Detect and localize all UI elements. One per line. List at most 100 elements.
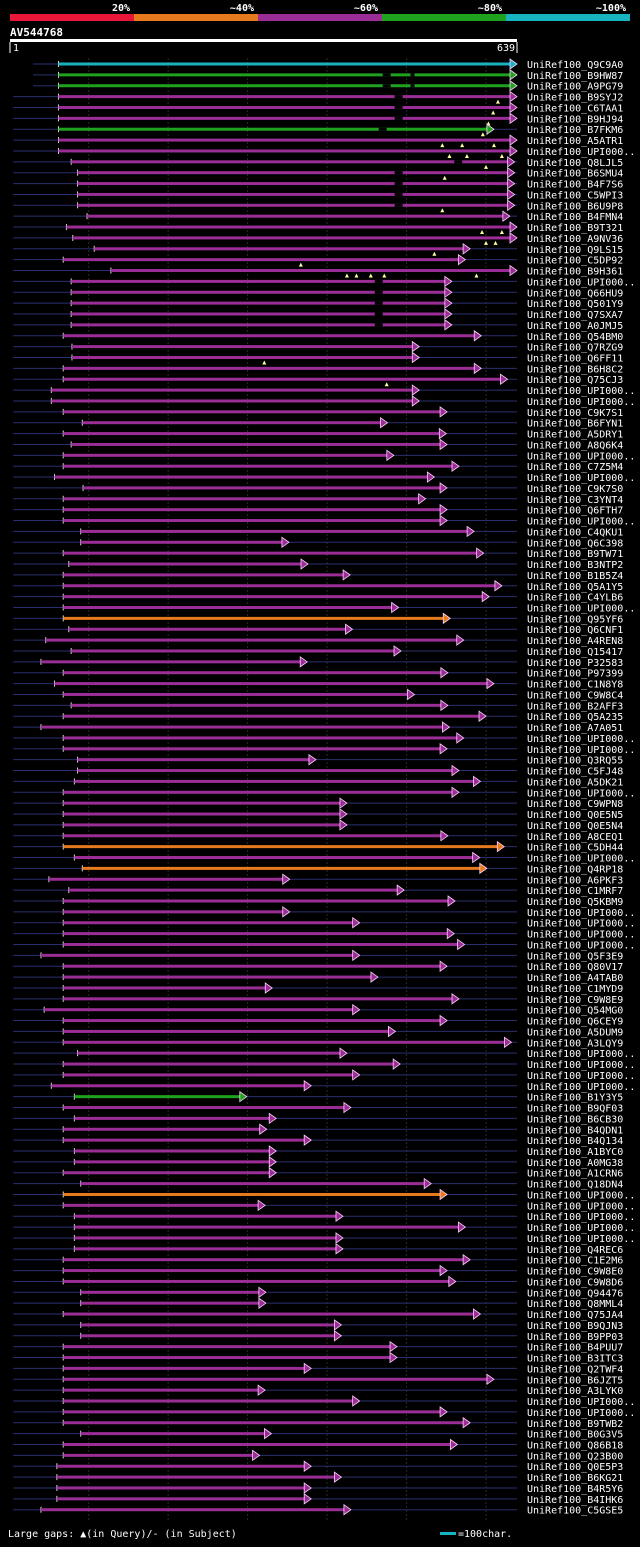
- hit-label[interactable]: UniRef100_Q5F3E9: [527, 951, 623, 962]
- hit-row[interactable]: UniRef100_C1MYD9: [13, 982, 623, 995]
- hit-row[interactable]: UniRef100_B4Q134: [13, 1134, 623, 1147]
- hit-row[interactable]: UniRef100_Q75CJ3: [13, 373, 623, 387]
- hit-row[interactable]: UniRef100_B9PP03: [13, 1330, 623, 1343]
- hit-label[interactable]: UniRef100_Q15417: [527, 647, 623, 658]
- hit-label[interactable]: UniRef100_C5FJ48: [527, 767, 623, 778]
- hit-label[interactable]: UniRef100_B9PP03: [527, 1332, 623, 1343]
- hit-label[interactable]: UniRef100_Q3RQ55: [527, 756, 623, 767]
- hit-label[interactable]: UniRef100_Q7RZG9: [527, 343, 623, 354]
- hit-label[interactable]: UniRef100_B9QF03: [527, 1104, 623, 1115]
- hit-row[interactable]: UniRef100_B3NTP2: [13, 558, 623, 571]
- hit-label[interactable]: UniRef100_C5DH44: [527, 843, 623, 854]
- hit-row[interactable]: UniRef100_C9W8D6: [13, 1275, 623, 1288]
- hit-row[interactable]: UniRef100_UPI000..: [13, 395, 635, 408]
- hit-label[interactable]: UniRef100_C1N8Y8: [527, 680, 623, 691]
- hit-row[interactable]: UniRef100_UPI000..: [13, 1406, 635, 1419]
- hit-row[interactable]: UniRef100_Q5A235: [13, 710, 623, 723]
- hit-label[interactable]: UniRef100_B7FKM6: [527, 125, 623, 136]
- hit-label[interactable]: UniRef100_UPI000..: [527, 1049, 635, 1060]
- hit-label[interactable]: UniRef100_Q5A235: [527, 712, 623, 723]
- hit-row[interactable]: UniRef100_Q0E5P3: [13, 1460, 623, 1473]
- hit-label[interactable]: UniRef100_UPI000..: [527, 473, 635, 484]
- hit-row[interactable]: UniRef100_UPI000..: [13, 471, 635, 484]
- hit-label[interactable]: UniRef100_B3NTP2: [527, 560, 623, 571]
- hit-row[interactable]: UniRef100_P32583: [13, 656, 623, 669]
- hit-row[interactable]: UniRef100_B6SMU4: [13, 166, 623, 180]
- hit-row[interactable]: UniRef100_B4F7S6: [13, 177, 623, 191]
- hit-row[interactable]: UniRef100_UPI000..: [13, 145, 635, 158]
- hit-row[interactable]: UniRef100_B9T321: [13, 221, 623, 235]
- hit-row[interactable]: UniRef100_UPI000..: [13, 851, 635, 865]
- hit-label[interactable]: UniRef100_Q75JA4: [527, 1310, 623, 1321]
- hit-row[interactable]: UniRef100_A6PKF3: [13, 873, 623, 886]
- hit-row[interactable]: UniRef100_B1B5Z4: [13, 569, 623, 582]
- hit-label[interactable]: UniRef100_Q54BM0: [527, 332, 623, 343]
- hit-row[interactable]: UniRef100_C9K7S0: [13, 482, 623, 495]
- hit-label[interactable]: UniRef100_UPI000..: [527, 604, 635, 615]
- hit-row[interactable]: UniRef100_Q6CEY9: [13, 1014, 623, 1028]
- hit-row[interactable]: UniRef100_Q18DN4: [13, 1177, 623, 1191]
- hit-row[interactable]: UniRef100_A8CEQ1: [13, 829, 623, 843]
- hit-label[interactable]: UniRef100_A0MG38: [527, 1158, 623, 1169]
- hit-label[interactable]: UniRef100_Q94476: [527, 1288, 623, 1299]
- hit-row[interactable]: UniRef100_B4FMN4: [13, 210, 623, 223]
- hit-label[interactable]: UniRef100_A1BYC0: [527, 1147, 623, 1158]
- hit-label[interactable]: UniRef100_Q2TWF4: [527, 1364, 623, 1375]
- hit-row[interactable]: UniRef100_UPI000..: [13, 906, 635, 919]
- hit-label[interactable]: UniRef100_UPI000..: [527, 1212, 635, 1223]
- hit-label[interactable]: UniRef100_Q8LJL5: [527, 158, 623, 169]
- hit-label[interactable]: UniRef100_C3YNT4: [527, 495, 623, 506]
- hit-row[interactable]: UniRef100_UPI000..: [13, 927, 635, 941]
- hit-label[interactable]: UniRef100_UPI000..: [527, 1408, 635, 1419]
- hit-row[interactable]: UniRef100_Q4RP18: [13, 862, 623, 875]
- hit-row[interactable]: UniRef100_A3LYK0: [13, 1384, 623, 1397]
- hit-label[interactable]: UniRef100_B6SMU4: [527, 169, 623, 180]
- hit-label[interactable]: UniRef100_Q7SXA7: [527, 310, 623, 321]
- hit-label[interactable]: UniRef100_B6FYN1: [527, 419, 623, 430]
- hit-row[interactable]: UniRef100_Q86B18: [13, 1438, 623, 1451]
- hit-label[interactable]: UniRef100_Q0E5N4: [527, 821, 623, 832]
- hit-row[interactable]: UniRef100_Q2TWF4: [13, 1362, 623, 1375]
- hit-row[interactable]: UniRef100_UPI000..: [13, 1080, 635, 1093]
- hit-row[interactable]: UniRef100_Q80V17: [13, 960, 623, 973]
- hit-label[interactable]: UniRef100_A6PKF3: [527, 875, 623, 886]
- hit-label[interactable]: UniRef100_B4R5Y6: [527, 1484, 623, 1495]
- hit-label[interactable]: UniRef100_UPI000..: [527, 1071, 635, 1082]
- hit-row[interactable]: UniRef100_Q8MML4: [13, 1297, 623, 1310]
- hit-label[interactable]: UniRef100_Q6CEY9: [527, 1017, 623, 1028]
- hit-label[interactable]: UniRef100_A3LYK0: [527, 1386, 623, 1397]
- hit-row[interactable]: UniRef100_Q4REC6: [13, 1243, 623, 1256]
- hit-row[interactable]: UniRef100_Q95YF6: [13, 612, 623, 625]
- hit-row[interactable]: UniRef100_UPI000..: [13, 1188, 635, 1201]
- hit-label[interactable]: UniRef100_UPI000..: [527, 1190, 635, 1201]
- hit-label[interactable]: UniRef100_UPI000..: [527, 930, 635, 941]
- hit-label[interactable]: UniRef100_C1MRF7: [527, 886, 623, 897]
- hit-row[interactable]: UniRef100_C7Z5M4: [13, 460, 623, 473]
- hit-label[interactable]: UniRef100_C5WPI3: [527, 190, 623, 201]
- hit-row[interactable]: UniRef100_B9HW87: [33, 69, 623, 82]
- hit-label[interactable]: UniRef100_UPI000..: [527, 397, 635, 408]
- hit-row[interactable]: UniRef100_Q0E5N4: [13, 819, 623, 832]
- hit-row[interactable]: UniRef100_C9K7S1: [13, 406, 623, 419]
- hit-label[interactable]: UniRef100_Q4RP18: [527, 864, 623, 875]
- hit-label[interactable]: UniRef100_Q18DN4: [527, 1180, 623, 1191]
- hit-label[interactable]: UniRef100_C1E2M6: [527, 1256, 623, 1267]
- hit-label[interactable]: UniRef100_Q66HU9: [527, 288, 623, 299]
- hit-label[interactable]: UniRef100_A4REN8: [527, 636, 623, 647]
- hit-row[interactable]: UniRef100_C5FJ48: [13, 764, 623, 778]
- hit-label[interactable]: UniRef100_UPI000..: [527, 788, 635, 799]
- hit-label[interactable]: UniRef100_B6JZT5: [527, 1375, 623, 1386]
- hit-label[interactable]: UniRef100_Q75CJ3: [527, 375, 623, 386]
- hit-row[interactable]: UniRef100_C6TAA1: [13, 101, 623, 115]
- hit-label[interactable]: UniRef100_B9H361: [527, 267, 623, 278]
- hit-label[interactable]: UniRef100_B3ITC3: [527, 1354, 623, 1365]
- hit-label[interactable]: UniRef100_B4Q134: [527, 1136, 623, 1147]
- hit-label[interactable]: UniRef100_C4YLB6: [527, 593, 623, 604]
- hit-label[interactable]: UniRef100_Q95YF6: [527, 614, 623, 625]
- hit-label[interactable]: UniRef100_Q0E5P3: [527, 1462, 623, 1473]
- hit-label[interactable]: UniRef100_UPI000..: [527, 277, 635, 288]
- hit-row[interactable]: UniRef100_B6H8C2: [13, 362, 623, 375]
- hit-row[interactable]: UniRef100_A0JMJ5: [13, 319, 623, 332]
- hit-row[interactable]: UniRef100_B9SYJ2: [13, 90, 623, 104]
- hit-row[interactable]: UniRef100_A8Q6K4: [13, 438, 623, 451]
